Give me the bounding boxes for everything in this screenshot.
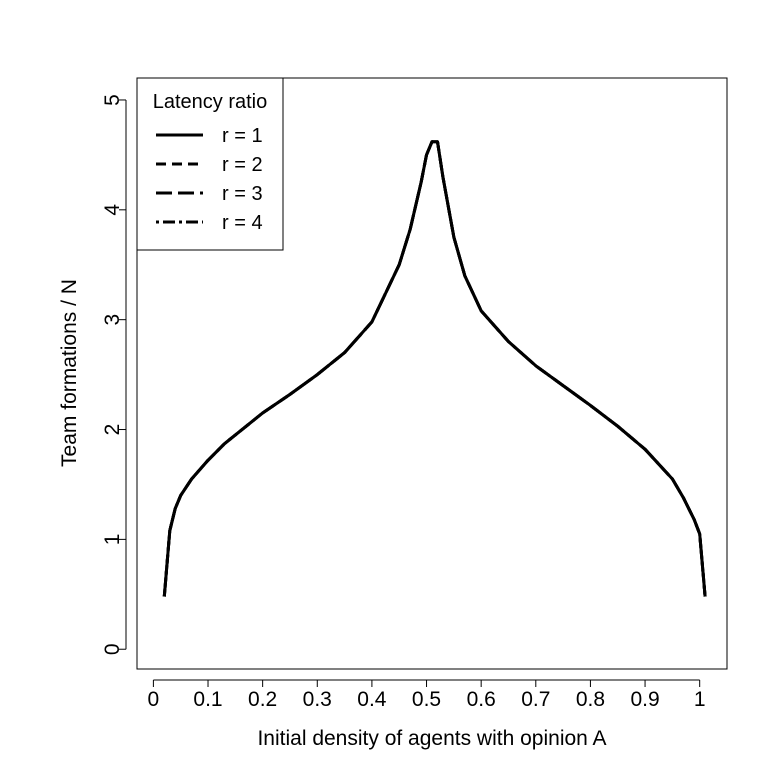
- series-line-r4: [162, 140, 707, 597]
- x-tick-label: 0.5: [412, 688, 441, 711]
- y-tick-label: 0: [101, 643, 124, 655]
- x-tick-label: 1: [694, 688, 706, 711]
- y-tick-label: 1: [101, 534, 124, 546]
- legend-label-r2: r = 2: [222, 154, 263, 176]
- x-tick-label: 0.2: [248, 688, 277, 711]
- y-tick-label: 5: [101, 94, 124, 106]
- x-tick-label: 0.4: [357, 688, 387, 711]
- x-tick-label: 0.1: [193, 688, 222, 711]
- x-tick-label: 0.6: [467, 688, 496, 711]
- legend-label-r4: r = 4: [222, 212, 263, 234]
- y-tick-label: 4: [101, 204, 124, 216]
- series-layer: [162, 140, 707, 597]
- x-tick-label: 0: [148, 688, 160, 711]
- y-tick-label: 3: [101, 314, 124, 326]
- legend-title: Latency ratio: [153, 91, 268, 113]
- x-tick-label: 0.8: [576, 688, 605, 711]
- x-tick-label: 0.7: [521, 688, 550, 711]
- legend-label-r3: r = 3: [222, 183, 263, 205]
- plot-frame: [136, 77, 728, 670]
- x-axis: 0 0.1 0.2 0.3 0.4 0.5 0.6 0.7 0.8 0.9 1: [148, 679, 706, 711]
- x-axis-title: Initial density of agents with opinion A: [257, 727, 606, 750]
- x-tick-label: 0.3: [303, 688, 332, 711]
- x-tick-label: 0.9: [630, 688, 659, 711]
- legend: Latency ratio r = 1 r = 2 r = 3 r = 4: [136, 77, 284, 251]
- y-tick-label: 2: [101, 424, 124, 436]
- y-axis: 0 1 2 3 4 5: [101, 94, 127, 655]
- legend-label-r1: r = 1: [222, 125, 263, 147]
- y-axis-title: Team formations / N: [58, 279, 81, 467]
